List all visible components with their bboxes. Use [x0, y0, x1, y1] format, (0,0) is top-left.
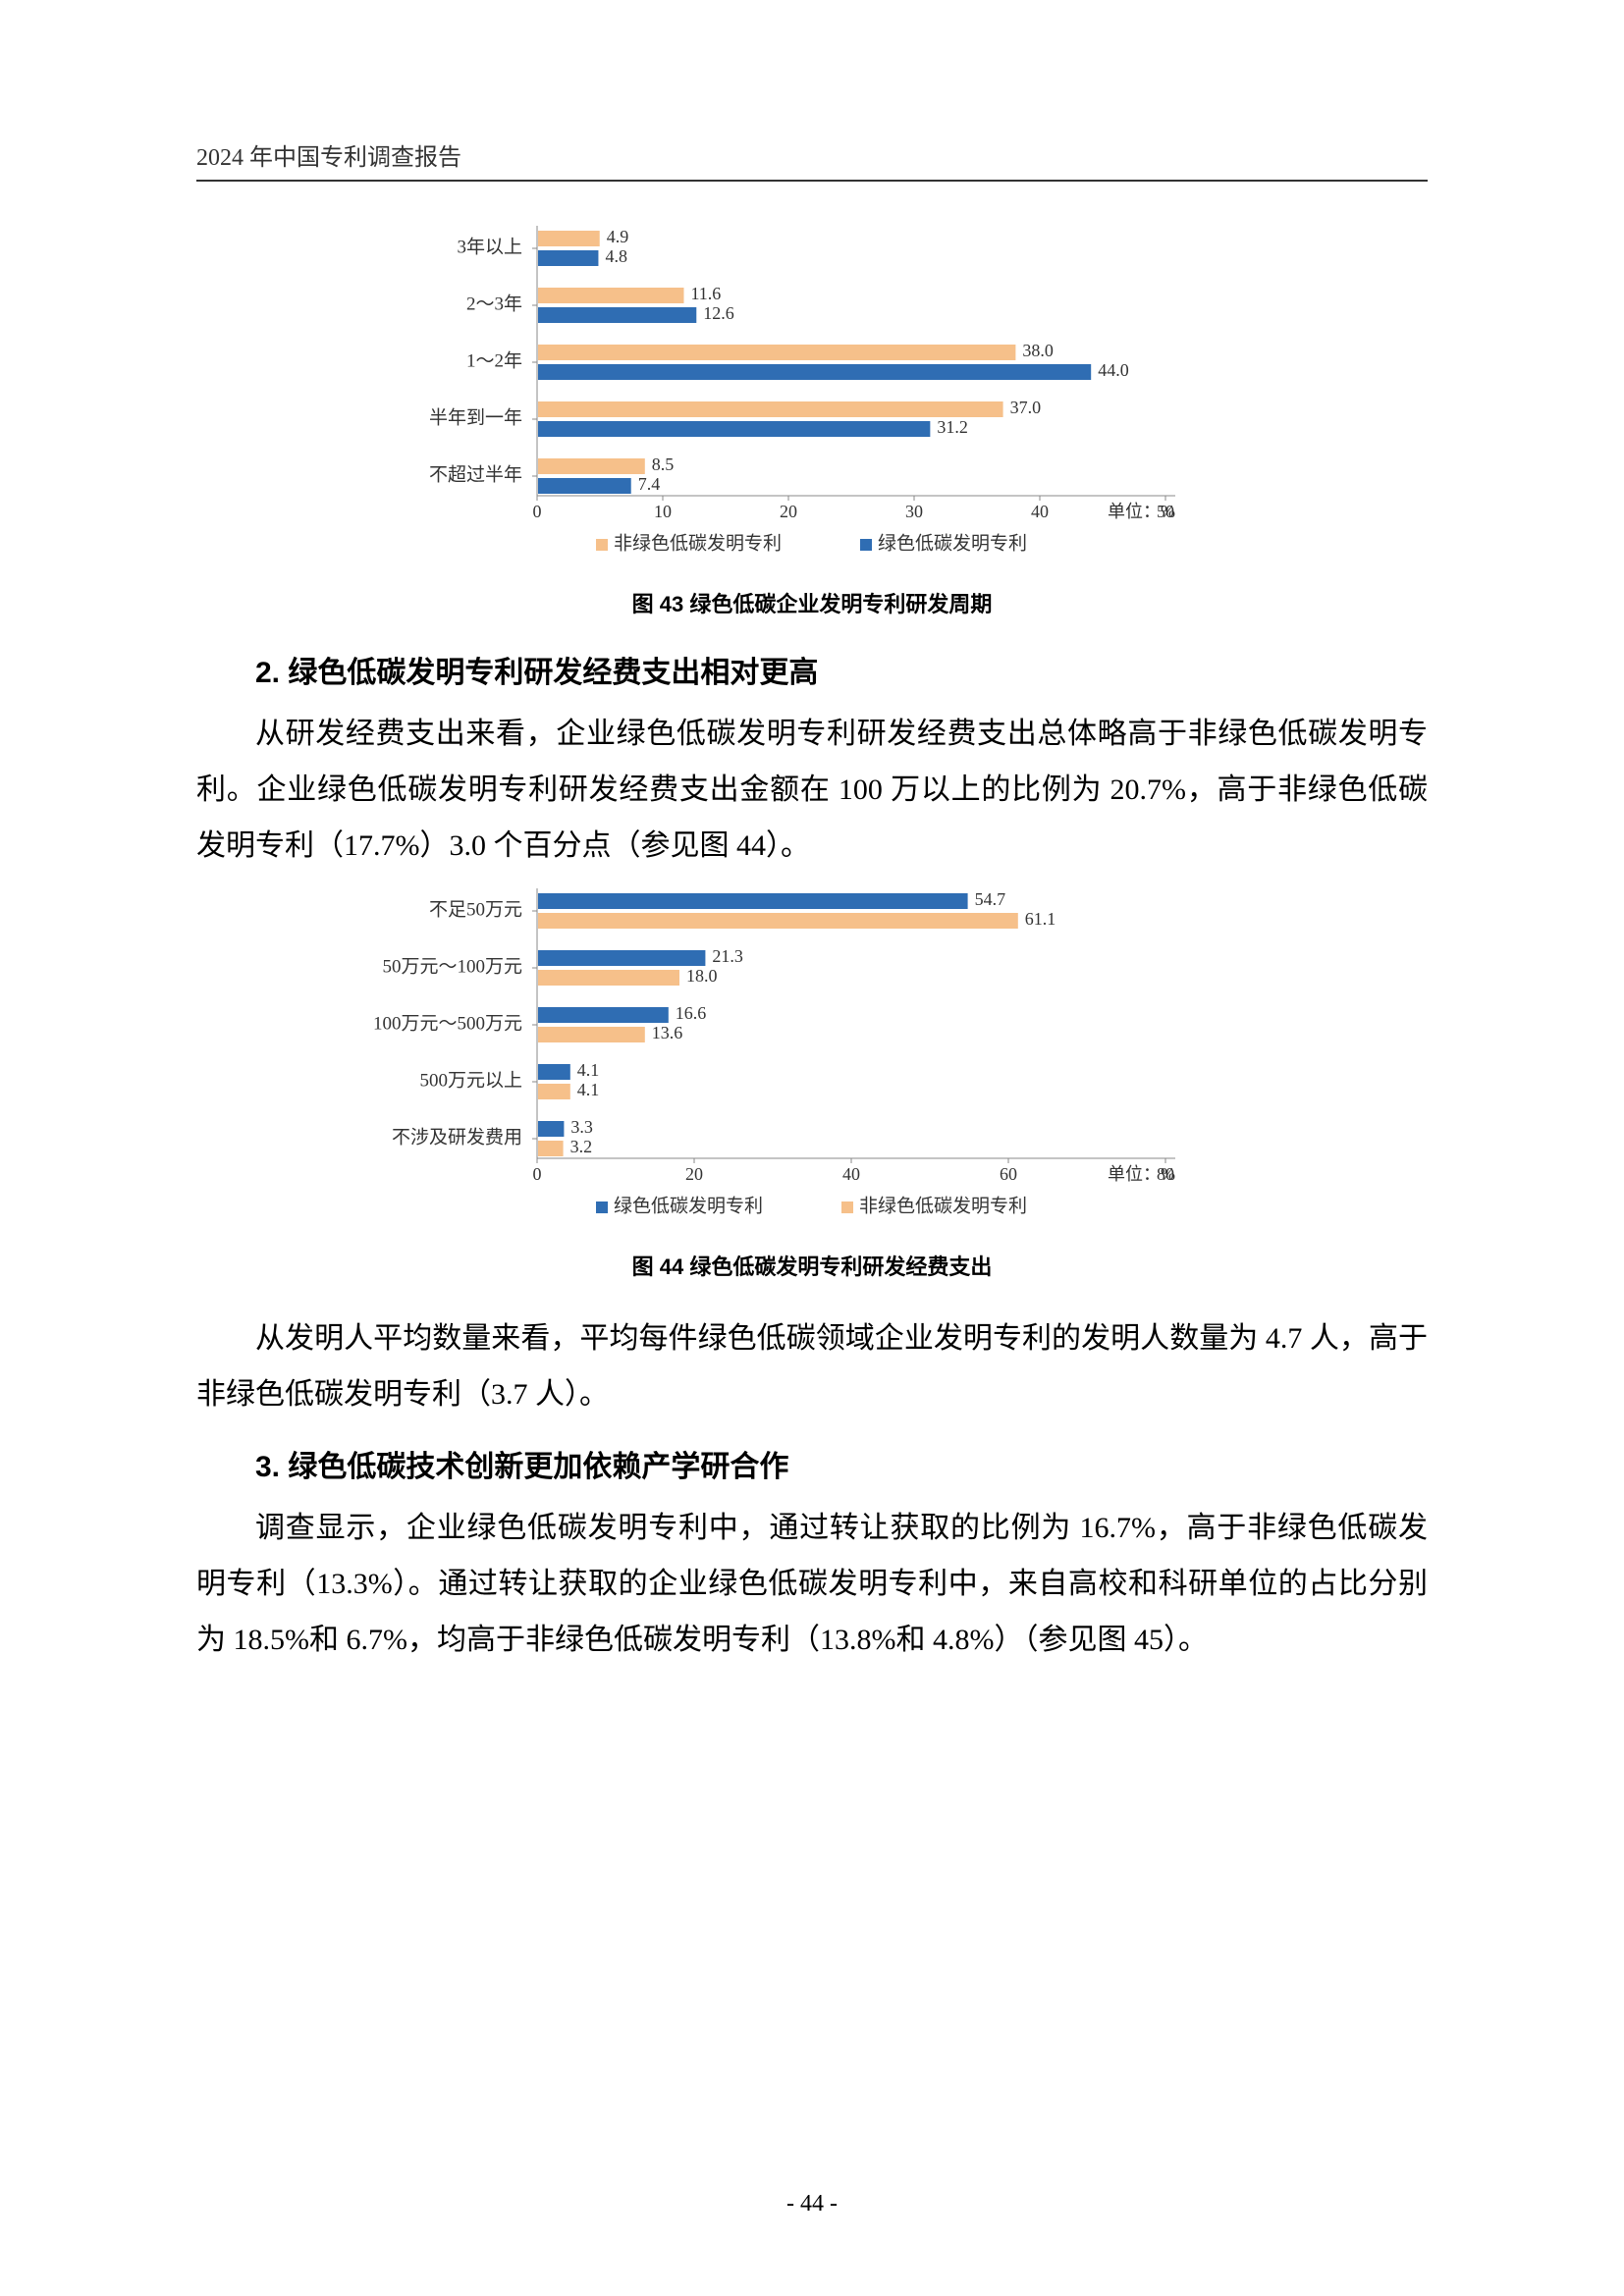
svg-text:单位：%: 单位：%	[1108, 502, 1175, 521]
svg-text:100万元～500万元: 100万元～500万元	[373, 1013, 522, 1034]
svg-text:4.9: 4.9	[607, 227, 629, 246]
svg-text:3年以上: 3年以上	[457, 236, 522, 257]
svg-text:20: 20	[780, 502, 797, 521]
svg-text:绿色低碳发明专利: 绿色低碳发明专利	[614, 1195, 763, 1216]
svg-text:44.0: 44.0	[1098, 360, 1129, 380]
paragraph-3: 调查显示，企业绿色低碳发明专利中，通过转让获取的比例为 16.7%，高于非绿色低…	[196, 1500, 1428, 1668]
svg-text:4.1: 4.1	[577, 1080, 600, 1099]
section-heading-3: 3. 绿色低碳技术创新更加依赖产学研合作	[196, 1442, 1428, 1485]
svg-text:8.5: 8.5	[652, 454, 675, 474]
svg-text:40: 40	[842, 1164, 860, 1184]
svg-text:非绿色低碳发明专利: 非绿色低碳发明专利	[859, 1195, 1027, 1216]
svg-text:0: 0	[533, 1164, 542, 1184]
svg-text:31.2: 31.2	[937, 417, 968, 437]
svg-text:38.0: 38.0	[1022, 341, 1054, 360]
svg-text:1～2年: 1～2年	[466, 349, 522, 371]
svg-text:500万元以上: 500万元以上	[419, 1069, 522, 1091]
svg-text:40: 40	[1031, 502, 1049, 521]
svg-text:0: 0	[533, 502, 542, 521]
svg-text:3.3: 3.3	[570, 1117, 593, 1137]
svg-text:非绿色低碳发明专利: 非绿色低碳发明专利	[614, 532, 782, 554]
svg-text:10: 10	[654, 502, 672, 521]
svg-text:21.3: 21.3	[712, 946, 743, 966]
chart-44: 020406080单位：%不足50万元54.761.150万元～100万元21.…	[321, 883, 1303, 1240]
svg-text:不超过半年: 不超过半年	[429, 463, 522, 485]
svg-text:11.6: 11.6	[690, 284, 721, 303]
svg-text:18.0: 18.0	[686, 966, 718, 986]
svg-text:13.6: 13.6	[652, 1023, 683, 1042]
svg-text:3.2: 3.2	[570, 1137, 593, 1156]
svg-text:不涉及研发费用: 不涉及研发费用	[392, 1126, 522, 1148]
chart-svg: 020406080单位：%不足50万元54.761.150万元～100万元21.…	[321, 883, 1303, 1235]
page-header: 2024 年中国专利调查报告	[196, 137, 1428, 182]
svg-text:20: 20	[685, 1164, 703, 1184]
svg-text:60: 60	[1000, 1164, 1017, 1184]
svg-text:4.8: 4.8	[605, 246, 627, 266]
page: 2024 年中国专利调查报告 01020304050单位：%3年以上4.94.8…	[0, 0, 1624, 2296]
svg-text:2～3年: 2～3年	[466, 293, 522, 314]
svg-text:37.0: 37.0	[1010, 398, 1042, 417]
svg-text:7.4: 7.4	[638, 474, 661, 494]
svg-text:61.1: 61.1	[1025, 909, 1056, 929]
section-heading-2: 2. 绿色低碳发明专利研发经费支出相对更高	[196, 648, 1428, 691]
svg-text:不足50万元: 不足50万元	[429, 899, 522, 920]
svg-text:4.1: 4.1	[577, 1060, 600, 1080]
svg-text:30: 30	[905, 502, 923, 521]
svg-text:绿色低碳发明专利: 绿色低碳发明专利	[878, 532, 1027, 554]
chart-43-caption: 图 43 绿色低碳企业发明专利研发周期	[196, 587, 1428, 618]
svg-text:16.6: 16.6	[676, 1003, 707, 1023]
chart-43: 01020304050单位：%3年以上4.94.82～3年11.612.61～2…	[321, 221, 1303, 577]
chart-44-caption: 图 44 绿色低碳发明专利研发经费支出	[196, 1250, 1428, 1281]
svg-text:单位：%: 单位：%	[1108, 1164, 1175, 1184]
svg-text:半年到一年: 半年到一年	[429, 406, 522, 428]
paragraph-1: 从研发经费支出来看，企业绿色低碳发明专利研发经费支出总体略高于非绿色低碳发明专利…	[196, 706, 1428, 874]
page-number: - 44 -	[0, 2191, 1624, 2217]
chart-svg: 01020304050单位：%3年以上4.94.82～3年11.612.61～2…	[321, 221, 1303, 572]
svg-text:12.6: 12.6	[703, 303, 734, 323]
svg-text:54.7: 54.7	[975, 889, 1006, 909]
svg-text:50万元～100万元: 50万元～100万元	[382, 956, 522, 977]
paragraph-2: 从发明人平均数量来看，平均每件绿色低碳领域企业发明专利的发明人数量为 4.7 人…	[196, 1310, 1428, 1422]
